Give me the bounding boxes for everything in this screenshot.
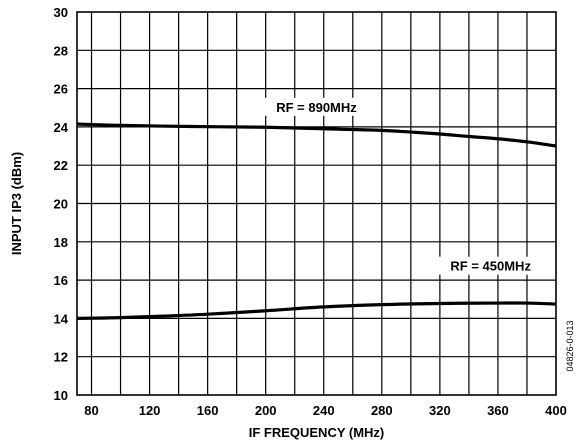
series-labels: RF = 890MHz RF = 450MHz: [261, 97, 546, 275]
plot-frame: [76, 11, 557, 396]
y-tick-label: 28: [54, 43, 68, 58]
x-tick-label: 400: [545, 403, 567, 418]
tick-labels: 80 120 160 200 240 280 320 360 400 10 12 14 16 18 20 22…: [54, 5, 567, 418]
series-label-bg: [435, 256, 546, 275]
y-tick-label: 16: [54, 273, 68, 288]
y-tick-label: 14: [54, 311, 69, 326]
x-tick-label: 80: [84, 403, 98, 418]
y-tick-label: 10: [54, 388, 68, 403]
series-rf-890-line: [76, 122, 557, 148]
y-tick-label: 26: [54, 82, 68, 97]
series-rf-450-line: [76, 301, 557, 320]
x-tick-label: 280: [371, 403, 393, 418]
figure-id: 04826-0-013: [565, 320, 575, 371]
y-tick-label: 18: [54, 235, 68, 250]
x-axis-title: IF FREQUENCY (MHz): [249, 425, 385, 440]
x-tick-label: 200: [255, 403, 277, 418]
y-axis-title: INPUT IP3 (dBm): [9, 152, 24, 255]
y-tick-label: 30: [54, 5, 68, 20]
y-tick-label: 24: [54, 120, 69, 135]
series-label-rf-450: RF = 450MHz: [450, 259, 531, 274]
x-tick-label: 240: [313, 403, 335, 418]
grid: [77, 12, 556, 395]
series-label-rf-890: RF = 890MHz: [276, 100, 357, 115]
series-curves: [76, 122, 557, 320]
x-tick-label: 160: [197, 403, 219, 418]
y-tick-label: 20: [54, 197, 68, 212]
series-label-bg: [261, 97, 372, 116]
x-tick-label: 320: [429, 403, 451, 418]
x-tick-label: 120: [139, 403, 161, 418]
y-tick-label: 22: [54, 158, 68, 173]
x-tick-label: 360: [487, 403, 509, 418]
y-tick-label: 12: [54, 350, 68, 365]
